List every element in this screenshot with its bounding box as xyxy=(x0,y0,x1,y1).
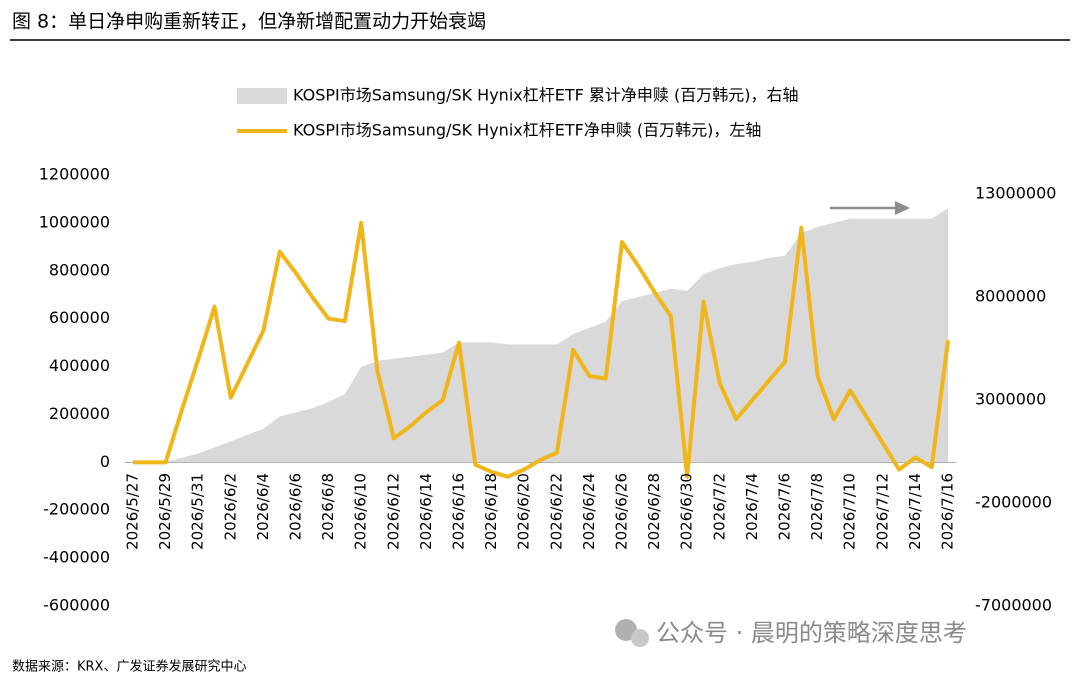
x-tick-label: 2026/6/18 xyxy=(482,473,500,550)
x-tick-label: 2026/6/22 xyxy=(547,473,565,550)
source-note: 数据来源：KRX、广发证券发展研究中心 xyxy=(12,659,246,675)
x-tick-label: 2026/6/30 xyxy=(678,473,696,550)
x-tick-label: 2026/5/27 xyxy=(124,473,142,550)
y2-tick-label: -7000000 xyxy=(975,596,1052,615)
x-tick-label: 2026/6/10 xyxy=(352,473,370,550)
x-tick-label: 2026/6/20 xyxy=(515,473,533,550)
y-tick-label: 400000 xyxy=(49,356,110,375)
y-tick-label: 600000 xyxy=(49,308,110,327)
y2-tick-label: -2000000 xyxy=(975,493,1052,512)
x-tick-label: 2026/7/10 xyxy=(841,473,859,550)
x-tick-label: 2026/6/26 xyxy=(613,473,631,550)
x-tick-label: 2026/6/2 xyxy=(221,473,239,540)
x-tick-label: 2026/6/12 xyxy=(384,473,402,550)
x-tick-label: 2026/7/14 xyxy=(906,473,924,550)
y2-tick-label: 8000000 xyxy=(975,287,1046,306)
x-tick-label: 2026/7/2 xyxy=(710,473,728,540)
watermark-icon xyxy=(631,629,649,647)
y-tick-label: 0 xyxy=(100,452,110,471)
y-tick-label: 200000 xyxy=(49,404,110,423)
y2-tick-label: 13000000 xyxy=(975,184,1056,203)
legend-swatch xyxy=(237,88,287,104)
legend-label: KOSPI市场Samsung/SK Hynix杠杆ETF 累计净申赎 (百万韩元… xyxy=(293,86,798,105)
x-tick-label: 2026/6/28 xyxy=(645,473,663,550)
x-tick-label: 2026/7/4 xyxy=(743,473,761,540)
x-tick-label: 2026/6/24 xyxy=(580,473,598,550)
y2-tick-label: 3000000 xyxy=(975,390,1046,409)
x-tick-label: 2026/6/16 xyxy=(450,473,468,550)
y-tick-label: 1200000 xyxy=(39,165,110,184)
x-tick-label: 2026/7/8 xyxy=(808,473,826,540)
x-tick-label: 2026/7/6 xyxy=(776,473,794,540)
y-tick-label: -400000 xyxy=(43,548,110,567)
x-tick-label: 2026/6/4 xyxy=(254,473,272,540)
watermark: 公众号 · 晨明的策略深度思考 xyxy=(656,619,967,647)
y-tick-label: -200000 xyxy=(43,500,110,519)
x-tick-label: 2026/5/29 xyxy=(156,473,174,550)
x-tick-label: 2026/6/6 xyxy=(287,473,305,540)
x-tick-label: 2026/6/8 xyxy=(319,473,337,540)
line xyxy=(133,220,950,479)
x-tick-label: 2026/7/16 xyxy=(939,473,957,550)
area xyxy=(133,208,948,462)
y-tick-label: 800000 xyxy=(49,260,110,279)
x-tick-label: 2026/6/14 xyxy=(417,473,435,550)
y-tick-label: 1000000 xyxy=(39,212,110,231)
annotation-arrowhead xyxy=(895,201,910,215)
chart-title: 图 8：单日净申购重新转正，但净新增配置动力开始衰竭 xyxy=(12,11,486,33)
x-tick-label: 2026/5/31 xyxy=(189,473,207,550)
x-tick-label: 2026/7/12 xyxy=(873,473,891,550)
legend-label: KOSPI市场Samsung/SK Hynix杠杆ETF净申赎 (百万韩元)，左… xyxy=(293,121,761,140)
y-tick-label: -600000 xyxy=(43,596,110,615)
